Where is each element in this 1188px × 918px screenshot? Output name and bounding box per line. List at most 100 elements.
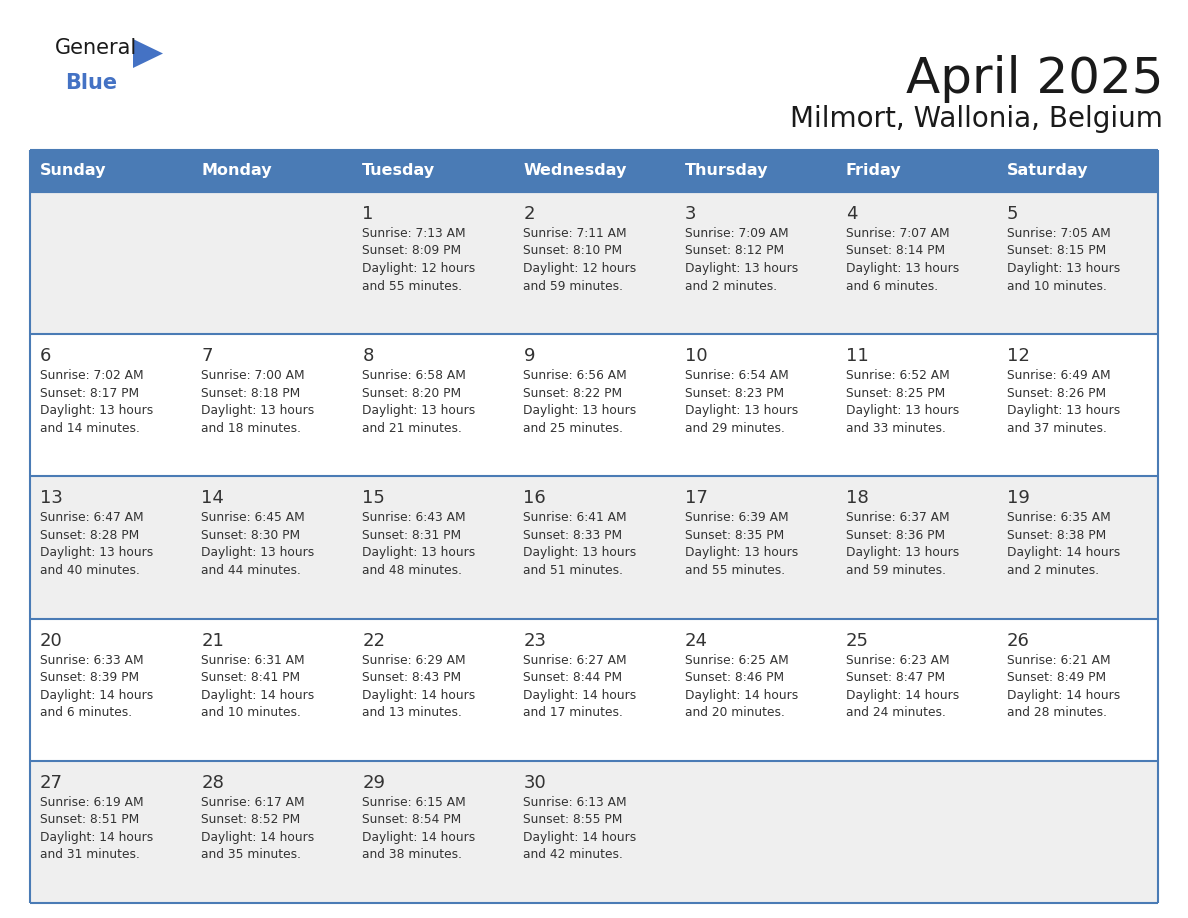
Text: Sunrise: 6:23 AM: Sunrise: 6:23 AM — [846, 654, 949, 666]
Text: Daylight: 14 hours: Daylight: 14 hours — [684, 688, 798, 701]
Text: and 33 minutes.: and 33 minutes. — [846, 421, 946, 435]
Text: 13: 13 — [40, 489, 63, 508]
Bar — [835, 192, 997, 334]
Text: Sunrise: 6:15 AM: Sunrise: 6:15 AM — [362, 796, 466, 809]
Text: 16: 16 — [524, 489, 546, 508]
Text: Sunset: 8:14 PM: Sunset: 8:14 PM — [846, 244, 944, 258]
Text: Sunset: 8:23 PM: Sunset: 8:23 PM — [684, 386, 784, 399]
Text: Sunrise: 6:56 AM: Sunrise: 6:56 AM — [524, 369, 627, 382]
Text: and 42 minutes.: and 42 minutes. — [524, 848, 624, 861]
Text: Sunrise: 7:02 AM: Sunrise: 7:02 AM — [40, 369, 144, 382]
Bar — [191, 150, 353, 192]
Bar — [30, 150, 191, 192]
Text: 6: 6 — [40, 347, 51, 365]
Text: Daylight: 13 hours: Daylight: 13 hours — [684, 546, 798, 559]
Text: and 35 minutes.: and 35 minutes. — [201, 848, 301, 861]
Bar — [675, 619, 835, 761]
Bar — [997, 761, 1158, 903]
Text: Sunday: Sunday — [40, 163, 107, 178]
Text: 5: 5 — [1007, 205, 1018, 223]
Text: 30: 30 — [524, 774, 546, 792]
Bar — [997, 150, 1158, 192]
Text: Sunset: 8:18 PM: Sunset: 8:18 PM — [201, 386, 301, 399]
Text: and 31 minutes.: and 31 minutes. — [40, 848, 140, 861]
Text: Sunrise: 6:19 AM: Sunrise: 6:19 AM — [40, 796, 144, 809]
Text: Sunrise: 6:31 AM: Sunrise: 6:31 AM — [201, 654, 305, 666]
Bar — [191, 476, 353, 619]
Text: Saturday: Saturday — [1007, 163, 1088, 178]
Text: Sunset: 8:43 PM: Sunset: 8:43 PM — [362, 671, 461, 684]
Text: Daylight: 13 hours: Daylight: 13 hours — [684, 262, 798, 275]
Text: Daylight: 13 hours: Daylight: 13 hours — [1007, 404, 1120, 417]
Text: Sunset: 8:30 PM: Sunset: 8:30 PM — [201, 529, 301, 542]
Text: and 59 minutes.: and 59 minutes. — [846, 564, 946, 577]
Text: Daylight: 14 hours: Daylight: 14 hours — [1007, 546, 1120, 559]
Text: 22: 22 — [362, 632, 385, 650]
Bar — [997, 619, 1158, 761]
Text: Sunrise: 6:35 AM: Sunrise: 6:35 AM — [1007, 511, 1111, 524]
Text: Sunset: 8:17 PM: Sunset: 8:17 PM — [40, 386, 139, 399]
Text: Sunset: 8:33 PM: Sunset: 8:33 PM — [524, 529, 623, 542]
Text: Sunrise: 6:52 AM: Sunrise: 6:52 AM — [846, 369, 949, 382]
Text: Daylight: 13 hours: Daylight: 13 hours — [846, 262, 959, 275]
Text: Sunrise: 7:13 AM: Sunrise: 7:13 AM — [362, 227, 466, 240]
Text: Daylight: 14 hours: Daylight: 14 hours — [40, 688, 153, 701]
Text: and 29 minutes.: and 29 minutes. — [684, 421, 784, 435]
Text: Sunrise: 6:39 AM: Sunrise: 6:39 AM — [684, 511, 788, 524]
Bar — [30, 476, 191, 619]
Bar — [675, 476, 835, 619]
Text: and 17 minutes.: and 17 minutes. — [524, 706, 624, 719]
Text: and 51 minutes.: and 51 minutes. — [524, 564, 624, 577]
Text: Thursday: Thursday — [684, 163, 769, 178]
Text: Sunrise: 6:29 AM: Sunrise: 6:29 AM — [362, 654, 466, 666]
Text: Sunset: 8:22 PM: Sunset: 8:22 PM — [524, 386, 623, 399]
Text: Sunset: 8:25 PM: Sunset: 8:25 PM — [846, 386, 944, 399]
Text: Daylight: 13 hours: Daylight: 13 hours — [1007, 262, 1120, 275]
Bar — [353, 476, 513, 619]
Bar — [191, 334, 353, 476]
Text: Daylight: 13 hours: Daylight: 13 hours — [40, 404, 153, 417]
Text: Sunset: 8:12 PM: Sunset: 8:12 PM — [684, 244, 784, 258]
Text: Sunset: 8:41 PM: Sunset: 8:41 PM — [201, 671, 301, 684]
Text: and 48 minutes.: and 48 minutes. — [362, 564, 462, 577]
Text: Daylight: 12 hours: Daylight: 12 hours — [362, 262, 475, 275]
Text: Sunrise: 6:13 AM: Sunrise: 6:13 AM — [524, 796, 627, 809]
Text: Sunrise: 7:09 AM: Sunrise: 7:09 AM — [684, 227, 788, 240]
Text: Blue: Blue — [65, 73, 118, 93]
Bar — [353, 334, 513, 476]
Text: and 24 minutes.: and 24 minutes. — [846, 706, 946, 719]
Text: Daylight: 14 hours: Daylight: 14 hours — [40, 831, 153, 844]
Text: Sunset: 8:52 PM: Sunset: 8:52 PM — [201, 813, 301, 826]
Text: 29: 29 — [362, 774, 385, 792]
Text: Daylight: 13 hours: Daylight: 13 hours — [201, 404, 315, 417]
Text: Daylight: 13 hours: Daylight: 13 hours — [362, 404, 475, 417]
Text: Sunrise: 6:27 AM: Sunrise: 6:27 AM — [524, 654, 627, 666]
Text: 19: 19 — [1007, 489, 1030, 508]
Text: Sunset: 8:51 PM: Sunset: 8:51 PM — [40, 813, 139, 826]
Text: and 2 minutes.: and 2 minutes. — [1007, 564, 1099, 577]
Bar — [30, 761, 191, 903]
Text: Sunrise: 6:25 AM: Sunrise: 6:25 AM — [684, 654, 789, 666]
Text: Daylight: 14 hours: Daylight: 14 hours — [201, 688, 315, 701]
Bar — [675, 334, 835, 476]
Text: Sunrise: 7:00 AM: Sunrise: 7:00 AM — [201, 369, 305, 382]
Bar — [835, 761, 997, 903]
Text: Daylight: 13 hours: Daylight: 13 hours — [40, 546, 153, 559]
Text: 12: 12 — [1007, 347, 1030, 365]
Text: Daylight: 13 hours: Daylight: 13 hours — [524, 404, 637, 417]
Bar — [191, 619, 353, 761]
Text: 4: 4 — [846, 205, 858, 223]
Bar — [353, 150, 513, 192]
Text: Sunrise: 6:33 AM: Sunrise: 6:33 AM — [40, 654, 144, 666]
Text: and 40 minutes.: and 40 minutes. — [40, 564, 140, 577]
Text: Sunset: 8:49 PM: Sunset: 8:49 PM — [1007, 671, 1106, 684]
Text: and 37 minutes.: and 37 minutes. — [1007, 421, 1107, 435]
Text: Daylight: 14 hours: Daylight: 14 hours — [201, 831, 315, 844]
Text: Daylight: 14 hours: Daylight: 14 hours — [362, 831, 475, 844]
Text: and 10 minutes.: and 10 minutes. — [1007, 279, 1107, 293]
Text: Sunrise: 7:05 AM: Sunrise: 7:05 AM — [1007, 227, 1111, 240]
Text: Daylight: 13 hours: Daylight: 13 hours — [684, 404, 798, 417]
Bar — [513, 192, 675, 334]
Text: Daylight: 14 hours: Daylight: 14 hours — [846, 688, 959, 701]
Text: and 38 minutes.: and 38 minutes. — [362, 848, 462, 861]
